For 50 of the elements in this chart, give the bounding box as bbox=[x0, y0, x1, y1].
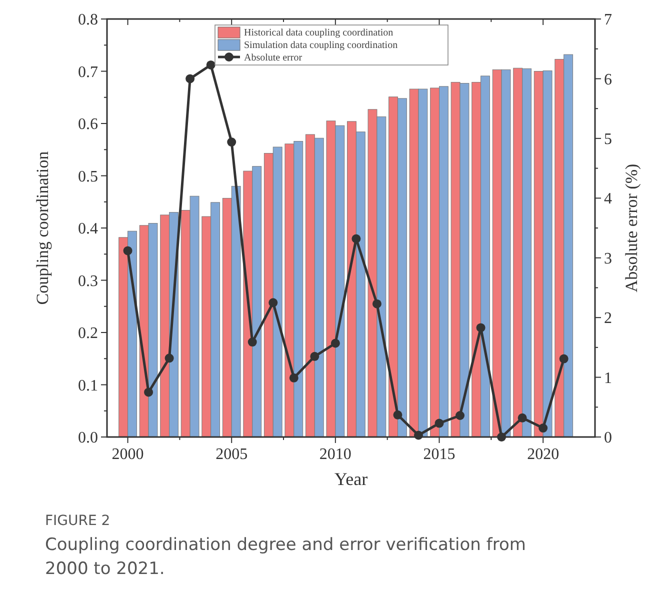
y2-tick-label: 4 bbox=[604, 190, 612, 208]
point bbox=[352, 234, 361, 244]
y2-axis-title: Absolute error (%) bbox=[622, 164, 641, 292]
point bbox=[310, 352, 320, 361]
y2-tick-label: 3 bbox=[604, 250, 612, 268]
y-tick-label: 0.8 bbox=[78, 12, 98, 29]
y2-tick-label: 0 bbox=[604, 430, 612, 447]
point bbox=[538, 424, 548, 433]
x-tick-label: 2020 bbox=[527, 446, 560, 463]
point bbox=[518, 413, 527, 422]
point bbox=[268, 298, 278, 308]
point bbox=[144, 388, 154, 397]
y2-tick-label: 6 bbox=[604, 71, 612, 88]
y2-tick-label: 1 bbox=[604, 370, 612, 387]
y-tick-label: 0.2 bbox=[78, 325, 98, 342]
y-tick-label: 0.7 bbox=[78, 64, 98, 81]
point bbox=[456, 411, 465, 420]
point bbox=[289, 373, 298, 382]
point bbox=[206, 60, 216, 70]
x-tick-label: 2000 bbox=[112, 446, 144, 463]
y2-tick-label: 2 bbox=[604, 310, 612, 328]
y-axis-title: Coupling coordination bbox=[33, 150, 52, 305]
y-tick-label: 0.0 bbox=[78, 430, 98, 447]
point bbox=[372, 299, 382, 308]
text: Coupling coordination degree and error verification from 2000 to 2021. bbox=[45, 535, 526, 579]
point bbox=[393, 410, 402, 420]
x-tick-label: 2005 bbox=[216, 446, 248, 463]
point bbox=[248, 338, 257, 347]
x-tick-label: 2010 bbox=[319, 446, 352, 463]
y2-tick-label: 5 bbox=[604, 131, 612, 148]
point bbox=[186, 74, 195, 84]
y-tick-label: 0.5 bbox=[78, 168, 98, 186]
point bbox=[434, 418, 444, 428]
point bbox=[559, 354, 568, 364]
y-tick-label: 0.3 bbox=[78, 272, 98, 290]
y-tick-label: 0.6 bbox=[78, 116, 98, 134]
x-axis-title: Year bbox=[334, 469, 368, 489]
y-tick-label: 0.1 bbox=[78, 377, 98, 394]
y2-tick-label: 7 bbox=[604, 12, 612, 29]
point bbox=[330, 338, 340, 348]
point bbox=[227, 138, 236, 147]
legend-label: Historical data coupling coordination bbox=[244, 28, 394, 38]
legend-label: Absolute error bbox=[244, 52, 303, 64]
x-tick-label: 2015 bbox=[423, 446, 456, 463]
legend-label: Simulation data coupling coordination bbox=[244, 40, 398, 51]
y-tick-label: 0.4 bbox=[78, 220, 98, 238]
point bbox=[164, 354, 174, 363]
point bbox=[476, 323, 486, 332]
caption: FIGURE 2 bbox=[45, 513, 110, 529]
point bbox=[123, 246, 132, 256]
